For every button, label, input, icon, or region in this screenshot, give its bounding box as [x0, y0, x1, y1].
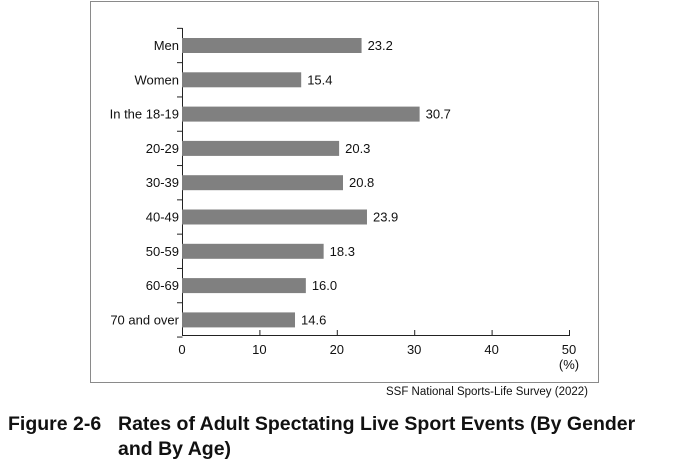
bar [182, 312, 296, 328]
category-label: 60-69 [146, 278, 179, 293]
bar [182, 278, 306, 294]
value-label: 16.0 [312, 278, 337, 293]
figure-caption: Figure 2-6 Rates of Adult Spectating Liv… [8, 412, 684, 460]
value-label: 18.3 [330, 244, 355, 259]
bar [182, 106, 420, 122]
x-tick-label: 50 [562, 342, 576, 357]
x-axis-unit: (%) [559, 357, 579, 372]
bar [182, 243, 324, 259]
figure-title-line-1: Rates of Adult Spectating Live Sport Eve… [118, 413, 636, 435]
x-tick-label: 20 [330, 342, 344, 357]
figure-number: Figure 2-6 [8, 413, 102, 435]
value-label: 23.2 [368, 38, 393, 53]
value-label: 20.3 [345, 141, 370, 156]
category-label: 50-59 [146, 244, 179, 259]
bar-chart: 0 10 20 30 40 50(%) Men 23.2 Women 15.4 In the 18-… [90, 1, 599, 383]
plot-frame [90, 1, 599, 383]
value-label: 15.4 [307, 72, 332, 87]
x-tick-label: 0 [178, 342, 185, 357]
category-label: Women [134, 72, 179, 87]
chart-labels: 0 10 20 30 40 50(%) Men 23.2 Women 15.4 In the 18-… [110, 38, 580, 372]
bar [182, 140, 340, 156]
category-label: 20-29 [146, 141, 179, 156]
value-label: 14.6 [301, 312, 326, 327]
category-label: 40-49 [146, 210, 179, 225]
value-label: 30.7 [426, 107, 451, 122]
category-label: 30-39 [146, 175, 179, 190]
category-label: 70 and over [110, 312, 179, 327]
x-tick-label: 30 [407, 342, 421, 357]
source-note: SSF National Sports-Life Survey (2022) [386, 386, 588, 398]
x-tick-label: 40 [484, 342, 498, 357]
value-label: 23.9 [373, 210, 398, 225]
category-label: Men [154, 38, 179, 53]
figure-title-line-2: and By Age) [118, 438, 232, 460]
bar [182, 72, 302, 88]
bar [182, 175, 343, 191]
bar [182, 209, 367, 225]
value-label: 20.8 [349, 175, 374, 190]
bar [182, 38, 362, 53]
category-label: In the 18-19 [110, 107, 179, 122]
chart-bars [182, 38, 420, 328]
x-tick-label: 10 [252, 342, 266, 357]
